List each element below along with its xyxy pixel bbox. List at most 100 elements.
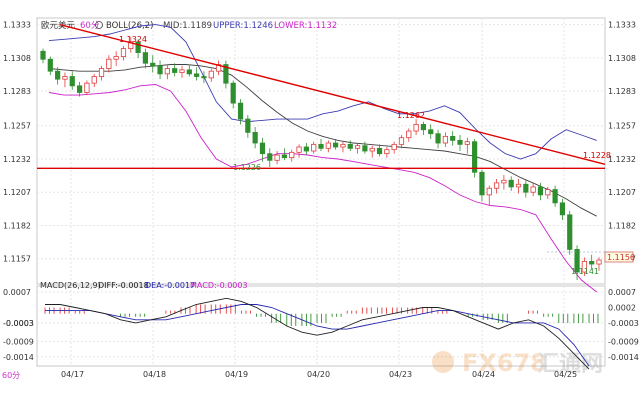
candle-body — [552, 189, 558, 204]
macd-series — [44, 297, 599, 370]
candle-body — [259, 142, 266, 155]
candle-body — [450, 135, 456, 141]
high-annotation: 1.1324 — [119, 35, 147, 44]
boll-upper-value: UPPER:1.1246 — [213, 21, 273, 31]
boll-mid-value: MID:1.1189 — [163, 21, 212, 31]
candle-body — [186, 69, 192, 75]
price-axis: 1.1333 1.1333 1.1308 1.1308 1.1283 1.1283 1.12… — [3, 21, 636, 264]
candle-body — [157, 65, 163, 75]
grid-lines — [37, 18, 605, 366]
macd-tick-label: -0.0009 — [3, 337, 34, 346]
price-tick-label: 1.1283 — [3, 87, 31, 96]
candle-body — [215, 64, 222, 72]
macd-tick-label-right: -0.0014 — [608, 353, 639, 362]
candle-body — [84, 82, 90, 93]
date-tick-label: 04/18 — [143, 370, 166, 379]
price-panel-frame — [36, 17, 606, 285]
price-tick-label-right: 1.1283 — [608, 87, 636, 96]
current-price-label: 1.1156 — [607, 253, 635, 262]
descending-trendline — [59, 23, 606, 165]
price-tick-label: 1.1333 — [3, 21, 31, 30]
candle-body — [303, 146, 309, 152]
macd-tick-label: -0.0003 — [3, 319, 34, 328]
candle-body — [318, 143, 324, 149]
candle-body — [398, 137, 405, 145]
macd-hist-value: MACD:-0.0003 — [190, 281, 248, 290]
trend-lines — [37, 23, 606, 169]
candle-body — [501, 179, 507, 184]
price-tick-label: 1.1257 — [3, 122, 31, 131]
candle-body — [230, 82, 236, 104]
candle-body — [420, 124, 427, 131]
candle-body — [142, 52, 149, 64]
candle-body — [208, 70, 214, 79]
date-tick-label: 04/19 — [225, 370, 248, 379]
candle-body — [296, 146, 302, 153]
candle-body — [596, 259, 602, 265]
candle-body — [289, 151, 295, 159]
candle-body — [508, 179, 514, 188]
candle-body — [69, 76, 75, 87]
date-tick-label: 04/24 — [472, 370, 495, 379]
bollinger-bands — [48, 24, 597, 293]
trend-break-annotation: 1.1228 — [583, 151, 611, 160]
candle-body — [362, 145, 368, 152]
price-annotations: 1.1324 1.1226 1.1262 1.1141 1.1228 — [119, 35, 611, 276]
candle-body — [194, 73, 200, 77]
candle-body — [40, 50, 46, 60]
settings-icon[interactable] — [95, 21, 103, 29]
candlestick-series — [40, 36, 602, 281]
candle-body — [486, 187, 492, 196]
dea-line — [45, 304, 590, 367]
candle-body — [376, 147, 383, 155]
candle-body — [406, 130, 412, 139]
candle-body — [91, 76, 97, 84]
watermark: FX678 汇通网 — [432, 349, 603, 377]
candle-body — [435, 133, 441, 144]
candle-body — [267, 153, 273, 161]
watermark-logo-icon — [432, 351, 454, 373]
price-tick-label-right: 1.1308 — [608, 54, 636, 63]
lower-band-line — [48, 84, 597, 293]
macd-tick-label-right: -0.0003 — [608, 319, 639, 328]
candle-body — [340, 143, 346, 148]
candle-body — [223, 64, 229, 84]
candle-body — [472, 141, 478, 173]
period-badge[interactable]: 60分 — [80, 21, 100, 31]
candle-body — [245, 118, 251, 133]
price-tick-label-right: 1.1257 — [608, 122, 636, 131]
candle-body — [567, 214, 573, 250]
date-tick-label: 04/20 — [307, 370, 330, 379]
macd-label: MACD(26,12,9) — [40, 281, 101, 290]
candle-body — [589, 260, 595, 265]
candle-body — [179, 69, 185, 73]
candle-body — [428, 129, 434, 135]
candle-body — [581, 260, 587, 273]
candle-body — [237, 102, 244, 120]
candle-body — [559, 202, 566, 216]
price-tick-label-right: 1.1333 — [608, 21, 636, 30]
macd-tick-label-right: 0.0002 — [608, 304, 636, 313]
candle-body — [120, 48, 127, 57]
candle-body — [413, 124, 419, 132]
boll-label: BOLL(26,2) — [106, 21, 153, 31]
candle-body — [537, 186, 544, 196]
candle-body — [479, 171, 485, 196]
price-tick-label: 1.1157 — [3, 255, 31, 264]
period-footer[interactable]: 60分 — [2, 371, 20, 380]
macd-tick-label: 0.0007 — [3, 288, 31, 297]
candle-body — [113, 56, 119, 60]
macd-tick-label: -0.0003 — [3, 319, 34, 328]
candle-body — [457, 139, 463, 145]
candle-body — [384, 149, 390, 155]
price-tick-label-right: 1.1207 — [608, 188, 636, 197]
candle-body — [164, 68, 170, 75]
candle-body — [325, 142, 331, 149]
candle-body — [172, 68, 178, 73]
candle-body — [76, 85, 83, 93]
price-tick-label-right: 1.1232 — [608, 155, 636, 164]
candle-body — [391, 143, 397, 151]
date-tick-label: 04/23 — [389, 370, 412, 379]
boll-lower-value: LOWER:1.1132 — [274, 21, 337, 31]
